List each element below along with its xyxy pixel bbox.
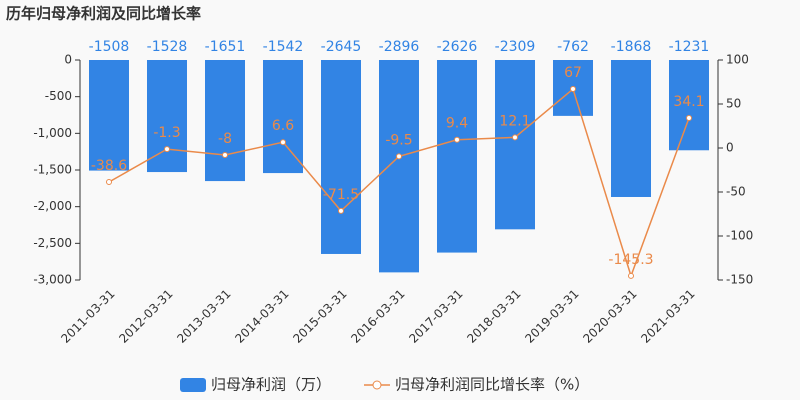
bar-value-label: -1868 xyxy=(611,39,652,55)
line-point xyxy=(106,178,112,185)
line-point xyxy=(338,207,344,214)
y2-tick-label: -50 xyxy=(726,185,746,199)
bar-value-label: -1231 xyxy=(669,39,710,55)
bar xyxy=(89,60,129,171)
line-value-label: -145.3 xyxy=(608,252,653,268)
bar-value-label: -1508 xyxy=(89,39,130,55)
bar-value-label: -2309 xyxy=(495,39,536,55)
y-tick-label: 0 xyxy=(64,53,72,67)
line-point xyxy=(280,139,286,146)
x-tick-label: 2017-03-31 xyxy=(406,287,465,346)
x-tick-label: 2012-03-31 xyxy=(116,287,175,346)
bar xyxy=(321,60,361,254)
line-value-label: 34.1 xyxy=(673,94,704,110)
bar xyxy=(437,60,477,253)
y2-tick-label: 0 xyxy=(726,141,734,155)
bar-value-label: -2645 xyxy=(321,39,362,55)
legend-swatch xyxy=(180,378,206,392)
chart-title: 历年归母净利润及同比增长率 xyxy=(6,5,201,23)
bar xyxy=(669,60,709,151)
x-tick-label: 2016-03-31 xyxy=(348,287,407,346)
x-tick-label: 2015-03-31 xyxy=(290,287,349,346)
line-point xyxy=(570,86,576,93)
bar xyxy=(147,60,187,173)
bar xyxy=(263,60,303,174)
line-point xyxy=(686,114,692,121)
bar-value-label: -762 xyxy=(557,39,589,55)
line-point xyxy=(512,134,518,141)
x-tick-label: 2020-03-31 xyxy=(580,287,639,346)
line-value-label: 6.6 xyxy=(272,118,294,134)
line-value-label: 12.1 xyxy=(499,113,530,129)
y2-tick-label: 100 xyxy=(726,53,749,67)
bar-value-label: -2896 xyxy=(379,39,420,55)
bar-value-label: -1651 xyxy=(205,39,246,55)
line-point xyxy=(396,153,402,160)
y2-tick-label: 50 xyxy=(726,97,741,111)
line-value-label: -9.5 xyxy=(385,132,412,148)
x-tick-label: 2019-03-31 xyxy=(522,287,581,346)
y-tick-label: -2,500 xyxy=(33,236,72,250)
bar xyxy=(379,60,419,273)
line-point xyxy=(454,136,460,143)
x-tick-label: 2014-03-31 xyxy=(232,287,291,346)
legend-marker xyxy=(372,380,382,390)
line-value-label: -38.6 xyxy=(91,158,127,174)
y-tick-label: -500 xyxy=(45,89,72,103)
x-tick-label: 2013-03-31 xyxy=(174,287,233,346)
x-tick-label: 2021-03-31 xyxy=(638,287,697,346)
line-value-label: -71.5 xyxy=(323,187,359,203)
line-point xyxy=(222,152,228,159)
line-point xyxy=(164,146,170,153)
line-value-label: -1.3 xyxy=(153,125,180,141)
line-value-label: 67 xyxy=(564,65,582,81)
legend-label: 归母净利润（万） xyxy=(211,376,331,394)
x-tick-label: 2011-03-31 xyxy=(58,287,117,346)
y-tick-label: -1,500 xyxy=(33,163,72,177)
bar-value-label: -2626 xyxy=(437,39,478,55)
y-tick-label: -1,000 xyxy=(33,126,72,140)
y2-tick-label: -100 xyxy=(726,229,753,243)
line-point xyxy=(628,272,634,279)
bar-value-label: -1542 xyxy=(263,39,304,55)
line-value-label: -8 xyxy=(218,131,232,147)
y-tick-label: -3,000 xyxy=(33,273,72,287)
y-tick-label: -2,000 xyxy=(33,199,72,213)
bar-value-label: -1528 xyxy=(147,39,188,55)
x-tick-label: 2018-03-31 xyxy=(464,287,523,346)
line-value-label: 9.4 xyxy=(446,116,468,132)
y2-tick-label: -150 xyxy=(726,273,753,287)
bar xyxy=(205,60,245,182)
bar xyxy=(611,60,651,197)
bar xyxy=(495,60,535,230)
legend-label: 归母净利润同比增长率（%） xyxy=(395,376,589,394)
